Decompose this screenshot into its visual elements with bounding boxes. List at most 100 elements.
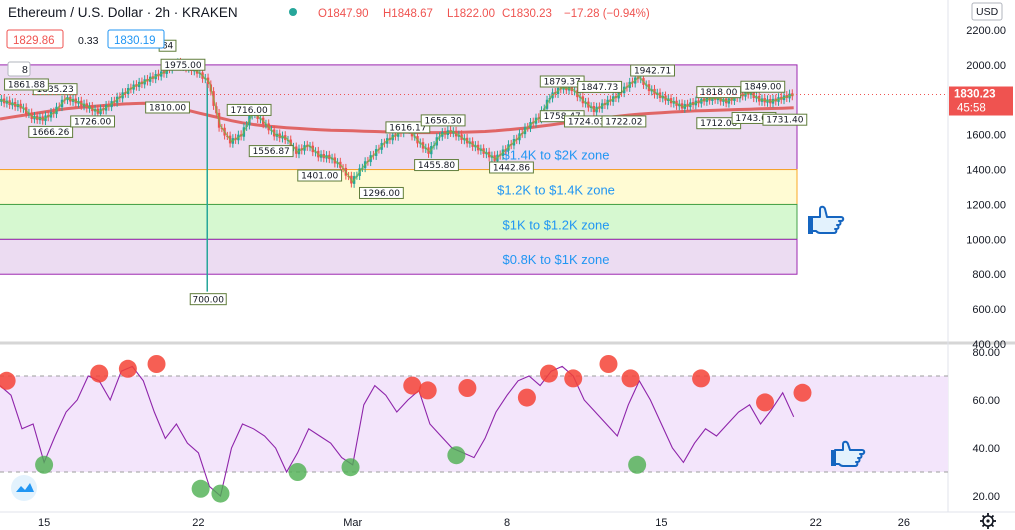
countdown-value: 45:58 xyxy=(957,103,986,115)
ask-box[interactable] xyxy=(107,29,165,49)
callout-box xyxy=(297,169,343,182)
time-tick-label: 15 xyxy=(38,517,50,529)
overbought-marker xyxy=(118,359,137,378)
symbol-title[interactable]: Ethereum / U.S. Dollar · 2h · KRAKEN xyxy=(8,5,238,20)
overbought-marker xyxy=(692,369,711,388)
currency-label: USD xyxy=(976,6,999,18)
callout-box xyxy=(385,121,431,134)
callout-box xyxy=(630,64,675,77)
time-tick-label: 22 xyxy=(192,517,204,529)
collapse-count: 8 xyxy=(22,64,28,76)
rsi-tick-label: 60.00 xyxy=(972,395,1000,407)
callout-text: 1712.00 xyxy=(700,119,737,129)
price-callout: 1556.87 xyxy=(248,145,294,158)
callout-text: 1442.86 xyxy=(493,163,530,173)
callout-box xyxy=(28,125,74,138)
ohlc-low: L1822.00 xyxy=(447,8,495,20)
gear-icon[interactable] xyxy=(980,513,996,529)
callout-box xyxy=(145,101,190,114)
price-callout: 1849.00 xyxy=(740,80,786,93)
price-callout: 1975.00 xyxy=(160,58,206,71)
cloud-logo-icon[interactable] xyxy=(11,475,37,501)
overbought-marker xyxy=(564,369,583,388)
time-tick-label: Mar xyxy=(343,517,362,529)
callout-text: 1942.71 xyxy=(634,67,671,77)
callout-text: 1296.00 xyxy=(363,189,400,199)
ohlc-change: −17.28 (−0.94%) xyxy=(564,8,650,20)
zone-label: $0.8K to $1K zone xyxy=(503,252,610,267)
time-tick-label: 26 xyxy=(898,517,910,529)
callout-text: 1758.47 xyxy=(544,112,581,122)
callout-box xyxy=(577,80,623,93)
callout-text: 1401.00 xyxy=(301,172,338,182)
price-callout: 1847.73 xyxy=(577,80,623,93)
live-status-icon xyxy=(289,8,297,16)
price-callout: 1726.00 xyxy=(70,115,115,128)
zone-box xyxy=(0,203,798,240)
price-tick-label: 400.00 xyxy=(972,339,1006,351)
callout-text: 1731.40 xyxy=(766,116,803,126)
price-callout: 1455.80 xyxy=(414,159,459,172)
price-tick-label: 1000.00 xyxy=(966,234,1006,246)
overbought-marker xyxy=(147,355,166,373)
callout-text: 1722.02 xyxy=(605,117,642,127)
price-callout: 1666.26 xyxy=(28,125,74,138)
callout-box xyxy=(160,58,206,71)
overbought-marker xyxy=(793,383,812,402)
price-callout: 1861.88 xyxy=(4,78,49,91)
overbought-marker xyxy=(517,388,536,407)
price-callout: 1616.17 xyxy=(385,121,431,134)
zone-label: $1.2K to $1.4K zone xyxy=(497,182,615,197)
price-callout: 1818.00 xyxy=(696,86,742,99)
oversold-marker xyxy=(35,455,54,474)
callout-box xyxy=(601,115,647,128)
callout-box xyxy=(226,103,272,116)
overbought-marker xyxy=(621,369,640,388)
overbought-marker xyxy=(418,381,437,400)
callout-text: 1847.73 xyxy=(581,83,618,93)
zone-label: $1K to $1.2K zone xyxy=(503,217,610,232)
callout-box xyxy=(414,159,459,172)
spread-value: 0.33 xyxy=(78,35,99,47)
wick-low-label: 700.00 xyxy=(189,293,227,306)
zone-box xyxy=(0,64,798,171)
wick-layer: 700.00 xyxy=(189,82,227,306)
callout-box xyxy=(70,115,115,128)
zone-box xyxy=(0,238,798,275)
currency-button[interactable] xyxy=(971,2,1003,21)
callout-text: 1810.00 xyxy=(149,103,186,113)
bid-price: 1829.86 xyxy=(13,35,55,47)
price-line xyxy=(0,62,794,183)
callout-box xyxy=(359,186,404,199)
callout-text: 84 xyxy=(162,42,174,52)
oversold-marker xyxy=(288,463,307,481)
price-callout: 1731.40 xyxy=(762,113,808,126)
ask-price: 1830.19 xyxy=(114,35,156,47)
callout-text: 1743.00 xyxy=(735,114,772,124)
rsi-tick-label: 40.00 xyxy=(972,443,1000,455)
oversold-marker xyxy=(341,458,360,477)
bid-box[interactable] xyxy=(6,29,64,49)
price-callout: 1716.00 xyxy=(226,103,272,116)
pointing-hand-icon xyxy=(808,205,845,234)
label-box xyxy=(189,293,227,306)
collapse-toggle[interactable] xyxy=(7,61,31,77)
price-callout: 1810.00 xyxy=(145,101,190,114)
overbought-marker xyxy=(539,364,558,383)
callout-text: 1455.80 xyxy=(418,161,455,171)
rsi-axis[interactable]: 80.00 60.00 40.00 20.00 xyxy=(972,347,1000,503)
oversold-marker xyxy=(191,479,210,498)
price-callout: 1296.00 xyxy=(359,186,404,199)
time-axis[interactable]: 15 22 Mar 8 15 22 26 xyxy=(38,517,910,529)
time-tick-label: 15 xyxy=(655,517,667,529)
overbought-marker xyxy=(756,393,775,412)
ohlc-high: H1848.67 xyxy=(383,8,433,20)
price-axis[interactable]: 2200.002000.001800.001600.001400.001200.… xyxy=(966,25,1006,351)
callout-box xyxy=(740,80,786,93)
callout-text: 1879.37 xyxy=(544,77,581,87)
callout-text: 1656.30 xyxy=(425,116,462,126)
price-callout: 1656.30 xyxy=(420,114,466,127)
callout-box xyxy=(762,113,808,126)
